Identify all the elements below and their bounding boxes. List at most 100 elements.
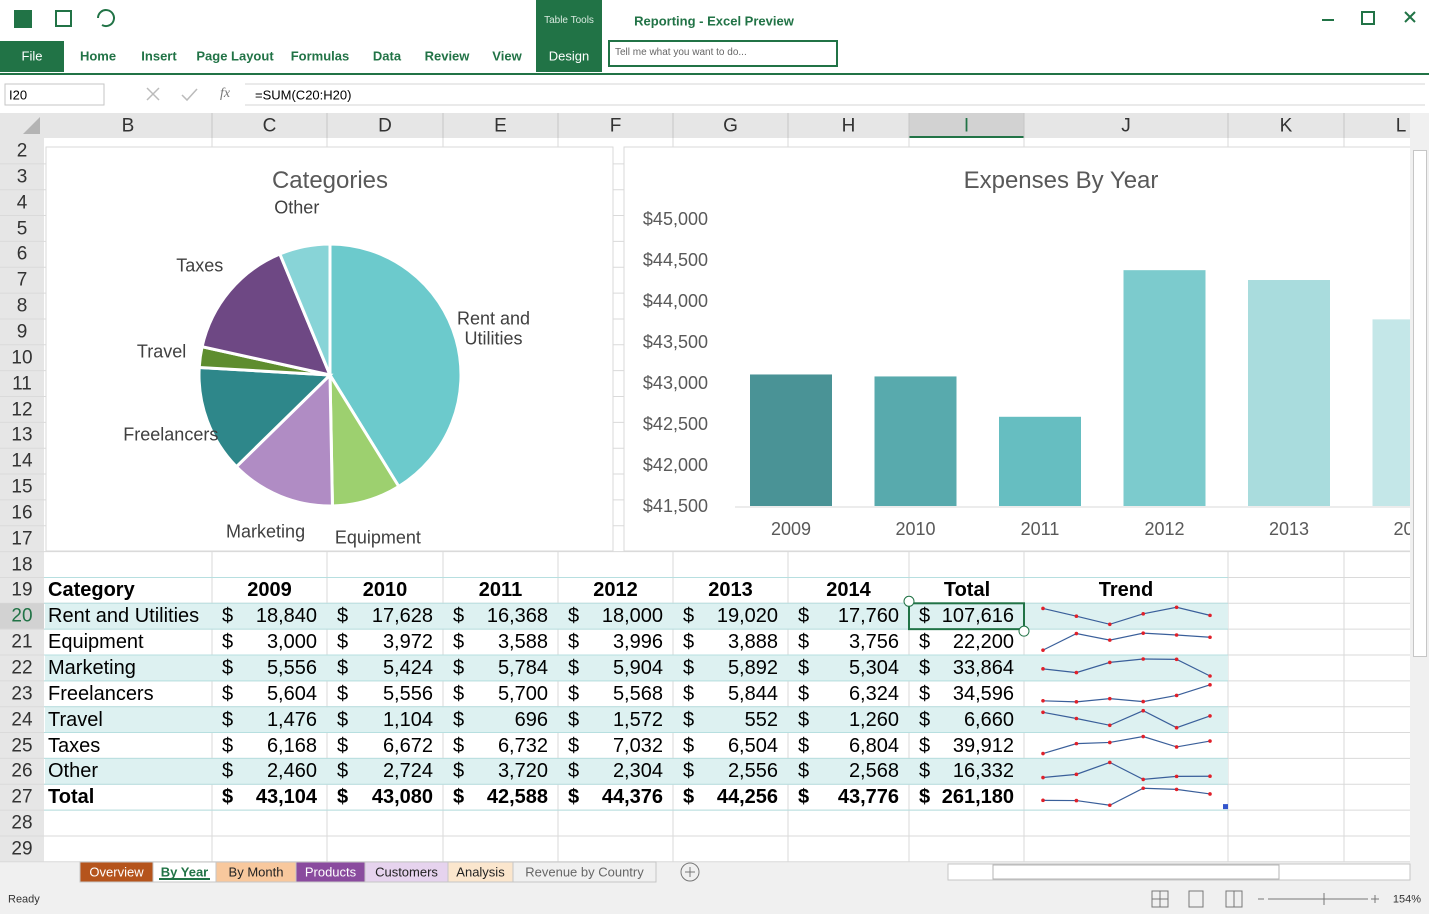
- sparkline-marker: [1208, 792, 1212, 796]
- currency-symbol: $: [683, 786, 695, 809]
- category-cell: Other: [48, 760, 99, 783]
- sheet-tab-label[interactable]: Revenue by Country: [525, 864, 644, 880]
- amount-cell: 6,168: [266, 734, 317, 757]
- currency-symbol: $: [337, 760, 349, 783]
- ribbon-tab[interactable]: Page Layout: [196, 48, 274, 64]
- bar: [1248, 280, 1330, 506]
- h-scroll-thumb[interactable]: [992, 864, 1280, 880]
- row-header: 28: [11, 812, 33, 834]
- ribbon-tab[interactable]: File: [21, 48, 43, 64]
- amount-cell: 5,604: [266, 682, 317, 705]
- sparkline-marker: [1174, 633, 1179, 637]
- table-header: 2009: [247, 579, 292, 602]
- ribbon-tab[interactable]: View: [492, 48, 522, 64]
- sparkline-marker: [1174, 725, 1179, 730]
- chart-title: Categories: [271, 167, 389, 194]
- sheet-tab-label[interactable]: Customers: [375, 864, 438, 880]
- name-box[interactable]: [4, 83, 105, 106]
- ribbon-tab[interactable]: Insert: [141, 48, 177, 64]
- sparkline-marker: [1074, 700, 1079, 704]
- new-sheet-button[interactable]: [680, 862, 700, 882]
- active-cell: [908, 602, 1025, 631]
- sheet-tab-label[interactable]: Analysis: [456, 864, 505, 880]
- sparkline-marker: [1108, 740, 1112, 745]
- amount-cell: 44,376: [601, 786, 663, 809]
- currency-symbol: $: [683, 605, 695, 628]
- table-header: 2010: [362, 579, 408, 602]
- currency-symbol: $: [798, 605, 810, 628]
- sheet-tab-label[interactable]: Overview: [89, 864, 144, 880]
- ribbon-tab[interactable]: Formulas: [290, 48, 350, 64]
- row-header: 6: [16, 243, 28, 265]
- sparkline-marker: [1074, 798, 1079, 803]
- undo-icon[interactable]: [97, 9, 115, 28]
- x-tick-label: 2009: [770, 519, 812, 539]
- sheet-tab-label[interactable]: By Month: [228, 864, 284, 880]
- column-header: J: [1121, 115, 1131, 137]
- name-box-text[interactable]: I20: [9, 87, 28, 103]
- currency-symbol: $: [683, 682, 695, 705]
- enter-icon[interactable]: [181, 88, 198, 102]
- tell-me-placeholder[interactable]: Tell me what you want to do...: [615, 47, 747, 58]
- normal-view[interactable]: [1151, 890, 1169, 908]
- sheet-tab-label[interactable]: By Year: [160, 864, 209, 880]
- ribbon-tab[interactable]: Home: [79, 48, 117, 64]
- currency-symbol: $: [568, 760, 580, 783]
- row-header: 22: [11, 657, 33, 679]
- table-header: 2014: [826, 579, 871, 602]
- tell-me-box[interactable]: [608, 40, 838, 67]
- amount-cell: 17,760: [837, 605, 899, 628]
- sparkline-marker: [1174, 745, 1179, 749]
- sparkline-marker: [1208, 635, 1212, 640]
- sparkline-marker: [1141, 631, 1145, 635]
- page-break-view[interactable]: [1225, 890, 1243, 908]
- sparkline-marker: [1041, 775, 1045, 780]
- ribbon-tab[interactable]: Data: [372, 48, 402, 64]
- amount-cell: 6,324: [848, 682, 899, 705]
- currency-symbol: $: [919, 708, 931, 731]
- table-header: Trend: [1098, 579, 1154, 602]
- column-header: C: [262, 115, 277, 137]
- row-header: 9: [16, 321, 28, 343]
- table-resize-corner: [1223, 804, 1228, 810]
- window-controls[interactable]: [1322, 11, 1416, 25]
- pie-slice: [200, 252, 333, 378]
- save-icon[interactable]: [55, 10, 72, 27]
- x-tick-label: 2011: [1020, 519, 1060, 539]
- row-header: 4: [16, 192, 28, 214]
- pie-label: Taxes: [176, 255, 224, 276]
- currency-symbol: $: [568, 682, 580, 705]
- sparkline: [1042, 735, 1211, 755]
- total-cell: 33,864: [952, 657, 1014, 679]
- currency-symbol: $: [568, 708, 580, 731]
- sparkline-marker: [1141, 777, 1145, 782]
- zoom-level[interactable]: 154%: [1392, 893, 1421, 906]
- zoom-slider[interactable]: [1258, 893, 1379, 905]
- bar: [1372, 319, 1410, 506]
- currency-symbol: $: [919, 734, 931, 757]
- y-tick-label: $45,000: [642, 209, 708, 229]
- ribbon-tab[interactable]: Design: [548, 48, 590, 64]
- sparkline: [1042, 684, 1211, 703]
- scrollbar-overlay[interactable]: [1410, 138, 1429, 862]
- currency-symbol: $: [222, 760, 234, 783]
- category-cell: Equipment: [48, 631, 144, 654]
- sparkline-marker: [1041, 698, 1045, 703]
- page-layout-view[interactable]: [1188, 890, 1204, 908]
- select-all[interactable]: [23, 117, 40, 134]
- amount-cell: 2,304: [612, 760, 663, 783]
- pie-label: Travel: [136, 341, 187, 362]
- amount-cell: 552: [744, 708, 778, 731]
- currency-symbol: $: [798, 786, 810, 809]
- sheet-tab: [512, 861, 657, 883]
- sheet-tab-label[interactable]: Products: [304, 864, 357, 880]
- y-tick-label: $44,500: [642, 250, 708, 270]
- cancel-icon[interactable]: [146, 87, 160, 101]
- category-cell: Total: [48, 786, 95, 809]
- sparkline-marker: [1141, 657, 1145, 661]
- amount-cell: 2,568: [848, 760, 899, 783]
- amount-cell: 43,104: [255, 786, 317, 809]
- scroll-thumb[interactable]: [1413, 150, 1427, 657]
- amount-cell: 1,572: [612, 708, 663, 731]
- ribbon-tab[interactable]: Review: [424, 48, 470, 64]
